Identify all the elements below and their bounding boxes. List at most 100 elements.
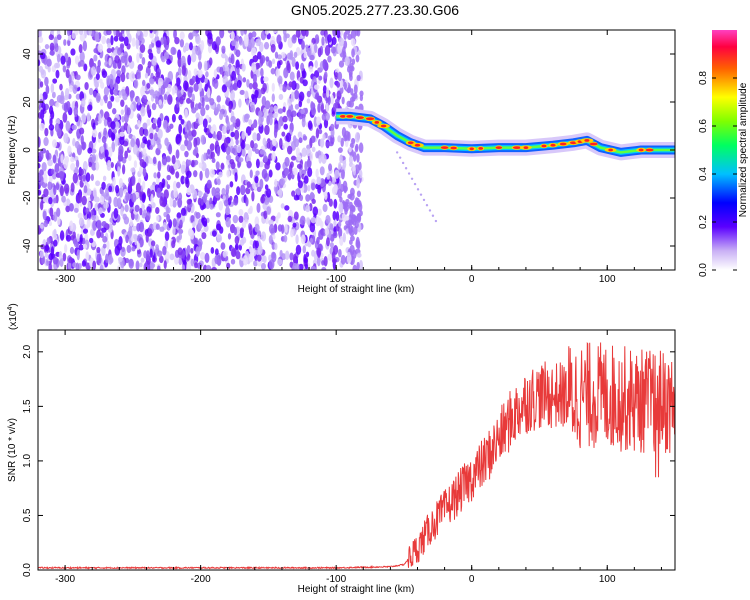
noise-dot — [317, 47, 322, 58]
noise-dot — [127, 124, 131, 135]
noise-dot — [114, 121, 120, 130]
noise-dot — [178, 192, 183, 202]
noise-dot — [120, 72, 126, 83]
noise-dot — [40, 244, 45, 250]
noise-dot — [299, 215, 306, 226]
noise-dot — [235, 49, 241, 58]
noise-dot — [303, 51, 307, 59]
noise-dot — [344, 201, 349, 208]
noise-dot — [281, 224, 285, 234]
noise-dot — [286, 60, 290, 71]
noise-dot — [344, 206, 348, 215]
noise-dot — [84, 82, 89, 90]
noise-dot — [301, 30, 307, 37]
noise-dot — [260, 55, 266, 64]
noise-dot — [200, 40, 205, 51]
noise-dot — [193, 170, 198, 178]
noise-dot — [292, 167, 298, 176]
noise-dot — [192, 149, 198, 156]
y-tick-label: -40 — [22, 238, 33, 253]
noise-dot — [169, 253, 175, 261]
streak-dot — [407, 172, 411, 175]
page-title: GN05.2025.277.23.30.G06 — [290, 2, 460, 18]
noise-dot — [347, 193, 353, 199]
noise-dot — [38, 36, 44, 44]
noise-dot — [335, 211, 340, 222]
noise-dot — [254, 89, 259, 99]
noise-dot — [305, 148, 312, 157]
noise-dot — [301, 40, 305, 50]
noise-dot — [253, 260, 258, 267]
noise-dot — [157, 77, 164, 86]
noise-dot — [44, 43, 50, 50]
noise-dot — [317, 184, 322, 194]
noise-dot — [323, 71, 328, 80]
noise-dot — [302, 135, 308, 141]
noise-dot — [49, 50, 55, 56]
noise-dot — [252, 73, 257, 84]
noise-dot — [106, 240, 110, 251]
noise-dot — [129, 71, 135, 83]
track-hot-core — [380, 124, 387, 128]
noise-dot — [245, 99, 250, 106]
noise-dot — [231, 248, 237, 258]
noise-dot — [121, 164, 126, 175]
noise-dot — [147, 228, 153, 237]
noise-dot — [327, 55, 332, 63]
noise-dot — [254, 148, 260, 155]
noise-dot — [264, 124, 270, 136]
noise-dot — [315, 37, 320, 44]
noise-dot — [253, 54, 258, 62]
noise-dot — [107, 42, 112, 49]
noise-dot — [203, 127, 208, 133]
noise-dot — [236, 66, 240, 76]
noise-dot — [283, 123, 288, 130]
noise-dot — [275, 162, 281, 171]
noise-dot — [156, 171, 161, 179]
noise-dot — [72, 84, 78, 95]
noise-dot — [337, 147, 343, 153]
x-tick-label: -200 — [191, 274, 211, 285]
noise-dot — [230, 258, 236, 265]
colorbar-tick-label: 0.2 — [698, 215, 709, 229]
noise-dot — [296, 187, 301, 196]
noise-dot — [334, 169, 340, 179]
noise-dot — [305, 204, 311, 213]
noise-dot — [132, 144, 138, 155]
noise-dot — [70, 48, 76, 56]
noise-dot — [38, 189, 42, 196]
noise-dot — [141, 79, 146, 86]
noise-dot — [184, 150, 189, 158]
noise-dot — [207, 87, 211, 99]
noise-dot — [88, 161, 92, 168]
noise-dot — [291, 190, 296, 197]
noise-dot — [221, 125, 227, 135]
noise-dot — [135, 38, 139, 50]
noise-dot — [43, 188, 49, 198]
noise-dot — [180, 175, 185, 185]
noise-dot — [231, 70, 237, 81]
colorbar-axes: 0.0 0.2 0.4 0.6 0.8 — [698, 71, 737, 277]
noise-dot — [155, 206, 160, 215]
noise-dot — [157, 128, 163, 139]
noise-dot — [82, 243, 88, 250]
noise-dot — [356, 30, 361, 37]
noise-dot — [309, 191, 315, 202]
noise-dot — [290, 91, 295, 102]
y-tick-label: 0 — [22, 147, 33, 153]
noise-dot — [339, 196, 343, 203]
noise-dot — [39, 250, 44, 259]
noise-dot — [193, 137, 198, 148]
noise-dot — [130, 167, 136, 173]
noise-dot — [318, 75, 323, 81]
noise-dot — [144, 72, 149, 79]
noise-dot — [187, 69, 192, 81]
noise-dot — [197, 190, 203, 197]
noise-dot — [113, 49, 118, 56]
noise-dot — [351, 48, 355, 58]
track-hot-core — [550, 143, 556, 147]
noise-dot — [241, 147, 246, 157]
noise-dot — [92, 90, 97, 98]
noise-dot — [182, 45, 187, 53]
